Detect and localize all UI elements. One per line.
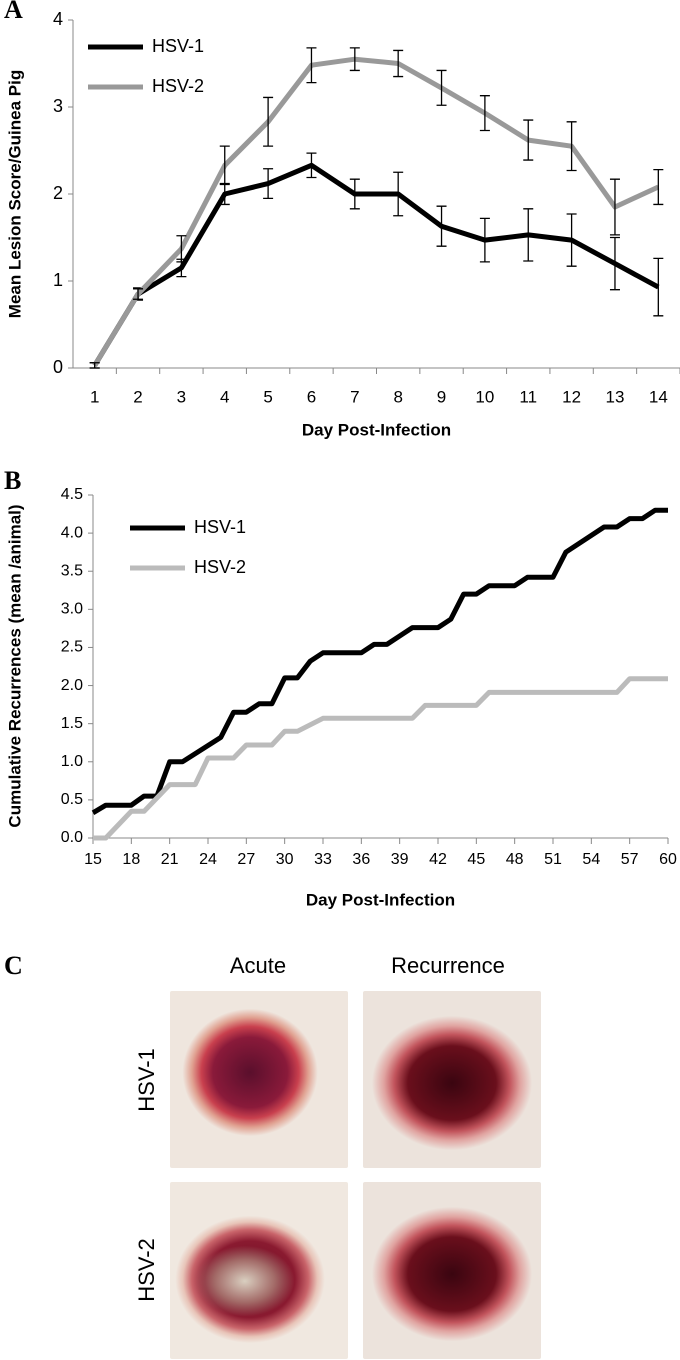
y-tick-label: 1.0: [61, 753, 83, 770]
y-tick-label: 4.0: [61, 524, 83, 541]
y-tick-label: 0: [53, 357, 63, 377]
x-tick-label: 27: [237, 851, 255, 868]
error-bar: [436, 205, 447, 247]
x-tick-label: 24: [199, 851, 217, 868]
x-tick-label: 14: [649, 387, 668, 406]
x-tick-label: 13: [606, 387, 625, 406]
series-line: [93, 676, 668, 841]
error-bar: [219, 145, 230, 186]
error-bar: [653, 168, 664, 206]
x-tick-label: 2: [133, 387, 142, 406]
error-bar: [566, 213, 577, 267]
x-axis-label: Day Post-Infection: [306, 890, 455, 909]
x-tick-label: 15: [84, 851, 102, 868]
y-tick-label: 0.0: [61, 829, 83, 846]
y-tick-label: 3.0: [61, 601, 83, 618]
error-bar: [523, 119, 534, 161]
series-line: [91, 507, 668, 815]
error-bar: [609, 178, 620, 236]
legend-label: HSV-1: [152, 36, 204, 56]
x-tick-label: 9: [437, 387, 446, 406]
x-tick-label: 7: [350, 387, 359, 406]
error-bar: [479, 217, 490, 263]
x-tick-label: 6: [307, 387, 316, 406]
x-axis-label: Day Post-Infection: [302, 420, 451, 439]
legend-label: HSV-1: [194, 517, 246, 537]
y-axis-label: Cumulative Recurrences (mean /animal): [5, 504, 24, 827]
y-tick-label: 4.5: [61, 486, 83, 503]
error-bar: [479, 95, 490, 132]
y-tick-label: 0.5: [61, 791, 83, 808]
error-bar: [436, 69, 447, 106]
photo: [363, 1182, 541, 1359]
error-bar: [349, 178, 360, 210]
y-axis-label: Mean Lesion Score/Guinea Pig: [5, 70, 24, 318]
y-tick-label: 1.5: [61, 715, 83, 732]
error-bar: [306, 47, 317, 84]
x-tick-label: 57: [621, 851, 639, 868]
x-tick-label: 45: [467, 851, 485, 868]
x-tick-label: 54: [582, 851, 600, 868]
row-label: HSV-1: [134, 1048, 159, 1112]
x-tick-label: 42: [429, 851, 447, 868]
panel-label: B: [4, 466, 21, 495]
series-line: [92, 162, 660, 367]
photo: [170, 991, 348, 1168]
x-tick-label: 21: [161, 851, 179, 868]
error-bar: [89, 362, 100, 369]
error-bar: [566, 121, 577, 172]
error-bar: [393, 49, 404, 78]
x-tick-label: 1: [90, 387, 99, 406]
row-label: HSV-2: [134, 1238, 159, 1302]
legend-label: HSV-2: [152, 76, 204, 96]
x-tick-label: 48: [506, 851, 524, 868]
error-bar: [263, 168, 274, 199]
legend-label: HSV-2: [194, 557, 246, 577]
error-bar: [653, 257, 664, 317]
x-tick-label: 30: [276, 851, 294, 868]
column-label: Acute: [230, 953, 286, 978]
error-bar: [263, 96, 274, 147]
x-tick-label: 10: [475, 387, 494, 406]
photo: [363, 991, 541, 1168]
x-tick-label: 60: [659, 851, 677, 868]
x-tick-label: 3: [177, 387, 186, 406]
x-tick-label: 8: [393, 387, 402, 406]
x-tick-label: 4: [220, 387, 229, 406]
y-tick-label: 1: [53, 270, 63, 290]
error-bar: [523, 208, 534, 262]
y-tick-label: 4: [53, 9, 63, 29]
x-tick-label: 5: [263, 387, 272, 406]
error-bar: [393, 171, 404, 217]
column-label: Recurrence: [391, 953, 505, 978]
x-tick-label: 39: [391, 851, 409, 868]
panel-label: C: [4, 951, 23, 980]
photo: [170, 1182, 348, 1359]
y-tick-label: 3.5: [61, 562, 83, 579]
error-bar: [349, 47, 360, 72]
error-bar: [176, 235, 187, 263]
series-line: [92, 56, 660, 367]
x-tick-label: 33: [314, 851, 332, 868]
y-tick-label: 2.5: [61, 639, 83, 656]
y-tick-label: 3: [53, 96, 63, 116]
x-tick-label: 18: [122, 851, 140, 868]
x-tick-label: 36: [352, 851, 370, 868]
x-tick-label: 12: [562, 387, 581, 406]
x-tick-label: 11: [519, 387, 537, 406]
error-bar: [133, 288, 144, 300]
panel-label: A: [4, 0, 23, 24]
error-bar: [306, 152, 317, 179]
x-tick-label: 51: [544, 851, 562, 868]
y-tick-label: 2: [53, 183, 63, 203]
error-bar: [609, 236, 620, 291]
y-tick-label: 2.0: [61, 677, 83, 694]
